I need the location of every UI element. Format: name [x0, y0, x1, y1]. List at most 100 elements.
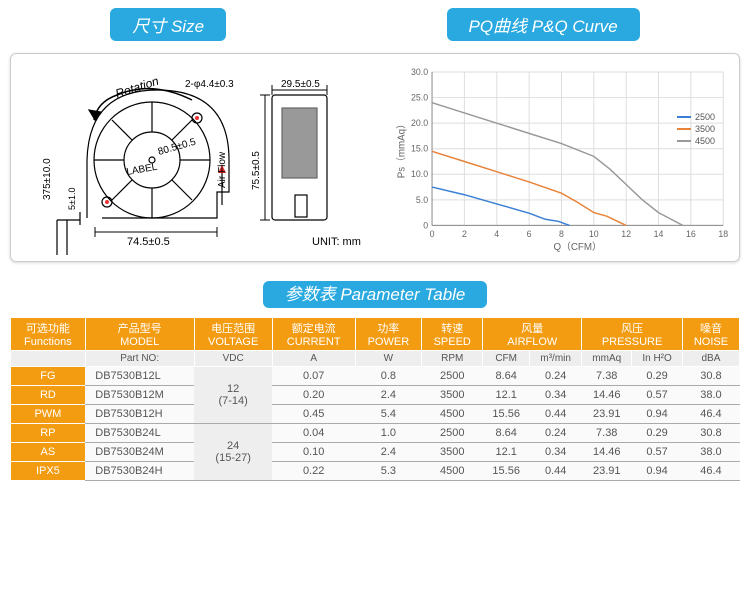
- data-cell: 0.94: [632, 405, 683, 424]
- col-header: 噪音NOISE: [682, 318, 739, 351]
- curve-header: PQ曲线 P&Q Curve: [447, 8, 640, 41]
- data-cell: 0.24: [530, 424, 582, 443]
- svg-text:Air Flow: Air Flow: [217, 151, 228, 188]
- svg-text:5±1.0: 5±1.0: [67, 188, 77, 210]
- col-subheader: VDC: [194, 351, 272, 367]
- svg-text:Ps（mmAq）: Ps（mmAq）: [396, 119, 408, 178]
- table-row: PWMDB7530B12H0.455.4450015.560.4423.910.…: [11, 405, 740, 424]
- function-cell: IPX5: [11, 462, 86, 481]
- col-subheader: RPM: [422, 351, 483, 367]
- data-cell: 4500: [422, 405, 483, 424]
- col-header: 风量AIRFLOW: [483, 318, 582, 351]
- data-cell: 7.38: [582, 424, 632, 443]
- data-cell: 14.46: [582, 443, 632, 462]
- data-cell: 0.57: [632, 386, 683, 405]
- svg-text:10.0: 10.0: [411, 169, 428, 179]
- model-cell: DB7530B24H: [85, 462, 194, 481]
- table-row: FGDB7530B12L12(7-14)0.070.825008.640.247…: [11, 367, 740, 386]
- data-cell: 23.91: [582, 405, 632, 424]
- data-cell: 0.34: [530, 386, 582, 405]
- col-subheader: mmAq: [582, 351, 632, 367]
- data-cell: 2.4: [355, 443, 422, 462]
- function-cell: AS: [11, 443, 86, 462]
- data-cell: 46.4: [682, 405, 739, 424]
- data-cell: 38.0: [682, 386, 739, 405]
- col-header: 可选功能Functions: [11, 318, 86, 351]
- pq-chart: 05.010.015.020.025.030.0024681012141618P…: [391, 60, 733, 255]
- svg-text:0: 0: [430, 229, 435, 239]
- function-cell: RD: [11, 386, 86, 405]
- col-subheader: dBA: [682, 351, 739, 367]
- col-subheader: Part NO:: [85, 351, 194, 367]
- data-cell: 23.91: [582, 462, 632, 481]
- voltage-cell: 12(7-14): [194, 367, 272, 424]
- col-subheader: m³/min: [530, 351, 582, 367]
- data-cell: 0.8: [355, 367, 422, 386]
- col-header: 风压PRESSURE: [582, 318, 683, 351]
- data-cell: 2500: [422, 367, 483, 386]
- function-cell: PWM: [11, 405, 86, 424]
- data-cell: 0.24: [530, 367, 582, 386]
- dimension-drawing: Rotation LABEL Air Flow 2-φ4.4±0.3 29.5±…: [17, 60, 387, 255]
- svg-text:20.0: 20.0: [411, 118, 428, 128]
- col-subheader: W: [355, 351, 422, 367]
- svg-text:0: 0: [423, 220, 428, 230]
- col-header: 转速SPEED: [422, 318, 483, 351]
- svg-text:2: 2: [462, 229, 467, 239]
- data-cell: 5.3: [355, 462, 422, 481]
- size-header: 尺寸 Size: [110, 8, 226, 41]
- data-cell: 0.45: [272, 405, 355, 424]
- svg-text:5.0: 5.0: [416, 195, 428, 205]
- model-cell: DB7530B24M: [85, 443, 194, 462]
- data-cell: 8.64: [483, 424, 530, 443]
- data-cell: 4500: [422, 462, 483, 481]
- data-cell: 3500: [422, 443, 483, 462]
- data-cell: 0.29: [632, 367, 683, 386]
- svg-text:375±10.0: 375±10.0: [42, 158, 53, 200]
- data-cell: 12.1: [483, 386, 530, 405]
- function-cell: RP: [11, 424, 86, 443]
- svg-text:15.0: 15.0: [411, 144, 428, 154]
- model-cell: DB7530B24L: [85, 424, 194, 443]
- data-cell: 0.34: [530, 443, 582, 462]
- col-subheader: CFM: [483, 351, 530, 367]
- data-cell: 30.8: [682, 424, 739, 443]
- data-cell: 0.20: [272, 386, 355, 405]
- svg-text:Q（CFM）: Q（CFM）: [553, 241, 601, 253]
- svg-text:LABEL: LABEL: [126, 162, 159, 178]
- chart-legend: 250035004500: [677, 110, 715, 148]
- data-cell: 0.07: [272, 367, 355, 386]
- data-cell: 1.0: [355, 424, 422, 443]
- table-row: RDDB7530B12M0.202.4350012.10.3414.460.57…: [11, 386, 740, 405]
- model-cell: DB7530B12L: [85, 367, 194, 386]
- data-cell: 0.29: [632, 424, 683, 443]
- svg-text:80.5±0.5: 80.5±0.5: [157, 136, 198, 157]
- svg-text:18: 18: [718, 229, 728, 239]
- data-cell: 46.4: [682, 462, 739, 481]
- data-cell: 12.1: [483, 443, 530, 462]
- data-cell: 3500: [422, 386, 483, 405]
- table-header-row: 参数表 Parameter Table: [0, 280, 750, 305]
- header-row: 尺寸 Size PQ曲线 P&Q Curve: [0, 0, 750, 53]
- data-cell: 15.56: [483, 405, 530, 424]
- col-header: 额定电流CURRENT: [272, 318, 355, 351]
- table-row: RPDB7530B24L24(15-27)0.041.025008.640.24…: [11, 424, 740, 443]
- data-cell: 8.64: [483, 367, 530, 386]
- data-cell: 14.46: [582, 386, 632, 405]
- data-cell: 7.38: [582, 367, 632, 386]
- svg-text:UNIT: mm: UNIT: mm: [312, 236, 361, 248]
- data-cell: 0.10: [272, 443, 355, 462]
- data-cell: 0.04: [272, 424, 355, 443]
- svg-text:29.5±0.5: 29.5±0.5: [281, 79, 320, 90]
- table-row: IPX5DB7530B24H0.225.3450015.560.4423.910…: [11, 462, 740, 481]
- svg-text:30.0: 30.0: [411, 67, 428, 77]
- svg-text:16: 16: [686, 229, 696, 239]
- col-header: 功率POWER: [355, 318, 422, 351]
- col-header: 产品型号MODEL: [85, 318, 194, 351]
- data-cell: 0.57: [632, 443, 683, 462]
- data-cell: 2500: [422, 424, 483, 443]
- data-cell: 5.4: [355, 405, 422, 424]
- table-row: ASDB7530B24M 0.102.4350012.10.3414.460.57…: [11, 443, 740, 462]
- svg-text:8: 8: [559, 229, 564, 239]
- voltage-cell: 24(15-27): [194, 424, 272, 481]
